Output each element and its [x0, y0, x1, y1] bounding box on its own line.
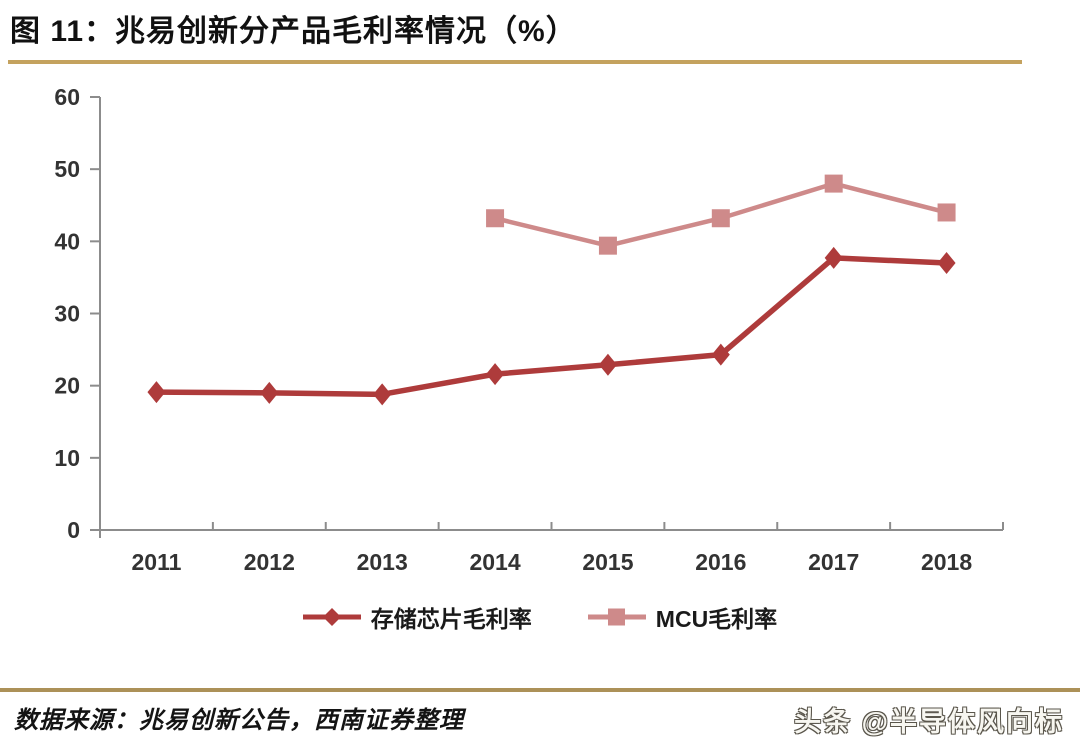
legend-item-mcu: MCU毛利率	[587, 600, 778, 634]
svg-text:2014: 2014	[469, 549, 520, 575]
svg-text:60: 60	[54, 84, 80, 110]
watermark-text: 头条 @半导体风向标	[794, 707, 1064, 737]
svg-text:2012: 2012	[244, 549, 295, 575]
square-marker	[711, 209, 730, 228]
diamond-legend-marker-icon	[302, 608, 361, 626]
svg-text:10: 10	[54, 445, 80, 471]
svg-text:2018: 2018	[921, 549, 972, 575]
diamond-marker	[260, 381, 279, 404]
svg-text:2011: 2011	[131, 549, 181, 575]
legend-label-mcu: MCU毛利率	[655, 606, 778, 632]
diamond-marker	[486, 363, 505, 386]
svg-text:2017: 2017	[808, 549, 859, 575]
diamond-marker	[147, 381, 166, 404]
diamond-marker	[824, 246, 843, 269]
svg-text:40: 40	[54, 228, 80, 254]
svg-text:0: 0	[67, 517, 80, 543]
svg-text:2015: 2015	[582, 549, 633, 575]
legend-label-memory-chip: 存储芯片毛利率	[370, 606, 532, 632]
square-marker	[937, 203, 956, 222]
square-legend-marker-icon	[587, 608, 646, 626]
square-marker	[486, 209, 505, 228]
chart-legend: 存储芯片毛利率 MCU毛利率	[0, 600, 1080, 634]
figure-title: 图 11：兆易创新分产品毛利率情况（%）	[10, 15, 577, 48]
svg-text:2016: 2016	[695, 549, 746, 575]
x-axis-tick-labels: 2011 2012 2013 2014 2015 2016 2017 2018	[131, 549, 972, 575]
diamond-marker	[711, 343, 730, 366]
data-source-note: 数据来源：兆易创新公告，西南证券整理	[14, 708, 464, 734]
svg-text:20: 20	[54, 373, 80, 399]
svg-text:50: 50	[54, 156, 80, 182]
title-underline-rule	[8, 60, 1022, 64]
axis-lines	[90, 96, 1004, 538]
svg-text:30: 30	[54, 301, 80, 327]
series-mcu	[486, 174, 956, 255]
y-axis-tick-labels: 0 10 20 30 40 50 60	[54, 84, 80, 543]
series-memory-chip	[147, 246, 956, 406]
square-marker	[598, 236, 617, 255]
footer-rule	[0, 688, 1080, 692]
svg-text:2013: 2013	[357, 549, 408, 575]
diamond-marker	[937, 251, 956, 274]
legend-item-memory-chip: 存储芯片毛利率	[302, 600, 532, 634]
diamond-marker	[373, 383, 392, 406]
diamond-marker	[598, 353, 617, 376]
square-marker	[824, 174, 843, 193]
